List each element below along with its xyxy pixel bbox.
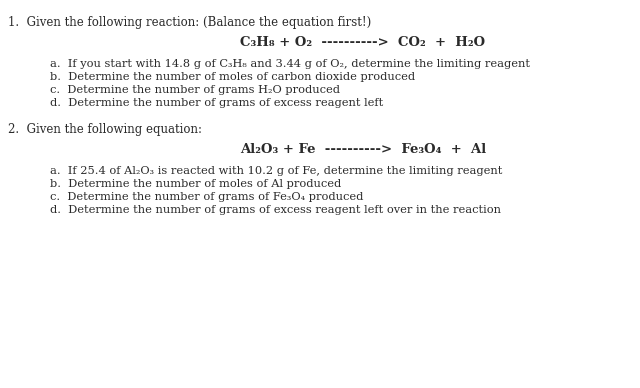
Text: c.  Determine the number of grams of Fe₃O₄ produced: c. Determine the number of grams of Fe₃O…: [50, 192, 364, 202]
Text: c.  Determine the number of grams H₂O produced: c. Determine the number of grams H₂O pro…: [50, 85, 340, 95]
Text: 2.  Given the following equation:: 2. Given the following equation:: [8, 123, 202, 136]
Text: d.  Determine the number of grams of excess reagent left: d. Determine the number of grams of exce…: [50, 98, 383, 108]
Text: a.  If you start with 14.8 g of C₃H₈ and 3.44 g of O₂, determine the limiting re: a. If you start with 14.8 g of C₃H₈ and …: [50, 59, 530, 69]
Text: C₃H₈ + O₂  ---------->  CO₂  +  H₂O: C₃H₈ + O₂ ----------> CO₂ + H₂O: [240, 36, 485, 49]
Text: b.  Determine the number of moles of Al produced: b. Determine the number of moles of Al p…: [50, 179, 341, 189]
Text: Al₂O₃ + Fe  ---------->  Fe₃O₄  +  Al: Al₂O₃ + Fe ----------> Fe₃O₄ + Al: [240, 143, 486, 156]
Text: d.  Determine the number of grams of excess reagent left over in the reaction: d. Determine the number of grams of exce…: [50, 205, 501, 215]
Text: a.  If 25.4 of Al₂O₃ is reacted with 10.2 g of Fe, determine the limiting reagen: a. If 25.4 of Al₂O₃ is reacted with 10.2…: [50, 166, 502, 176]
Text: b.  Determine the number of moles of carbon dioxide produced: b. Determine the number of moles of carb…: [50, 72, 415, 82]
Text: 1.  Given the following reaction: (Balance the equation first!): 1. Given the following reaction: (Balanc…: [8, 16, 371, 29]
